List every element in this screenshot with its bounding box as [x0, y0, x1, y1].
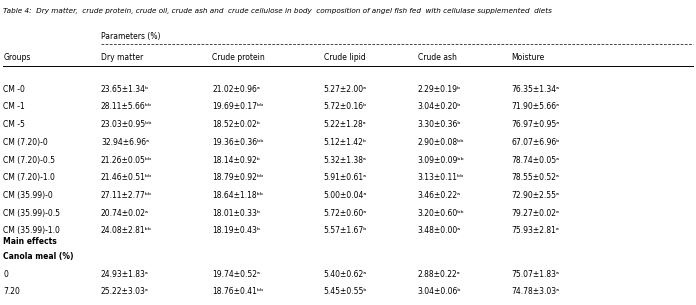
Text: 67.07±6.96ᵇ: 67.07±6.96ᵇ: [512, 138, 560, 147]
Text: 2.29±0.19ᵇ: 2.29±0.19ᵇ: [418, 85, 461, 94]
Text: CM (7.20)-0.5: CM (7.20)-0.5: [3, 156, 56, 165]
Text: 18.01±0.33ᵇ: 18.01±0.33ᵇ: [212, 209, 260, 218]
Text: Table 4:  Dry matter,  crude protein, crude oil, crude ash and  crude cellulose : Table 4: Dry matter, crude protein, crud…: [3, 8, 553, 14]
Text: 18.79±0.92ᵇᵇ: 18.79±0.92ᵇᵇ: [212, 173, 264, 182]
Text: 21.46±0.51ᵇᵇ: 21.46±0.51ᵇᵇ: [101, 173, 152, 182]
Text: 72.90±2.55ᵃ: 72.90±2.55ᵃ: [512, 191, 560, 200]
Text: CM -5: CM -5: [3, 120, 25, 129]
Text: Dry matter: Dry matter: [101, 53, 143, 63]
Text: 7.20: 7.20: [3, 287, 20, 296]
Text: 75.07±1.83ᵃ: 75.07±1.83ᵃ: [512, 270, 560, 279]
Text: Crude protein: Crude protein: [212, 53, 265, 63]
Text: 21.02±0.96ᵃ: 21.02±0.96ᵃ: [212, 85, 260, 94]
Text: CM -0: CM -0: [3, 85, 25, 94]
Text: CM (35.99)-0.5: CM (35.99)-0.5: [3, 209, 61, 218]
Text: 28.11±5.66ᵇᵇ: 28.11±5.66ᵇᵇ: [101, 102, 152, 112]
Text: 5.72±0.60ᵃ: 5.72±0.60ᵃ: [324, 209, 367, 218]
Text: 75.93±2.81ᵃ: 75.93±2.81ᵃ: [512, 226, 560, 235]
Text: Moisture: Moisture: [512, 53, 545, 63]
Text: 25.22±3.03ᵃ: 25.22±3.03ᵃ: [101, 287, 149, 296]
Text: CM -1: CM -1: [3, 102, 25, 112]
Text: 3.48±0.00ᵃ: 3.48±0.00ᵃ: [418, 226, 461, 235]
Text: 23.03±0.95ᵇᵇ: 23.03±0.95ᵇᵇ: [101, 120, 152, 129]
Text: 76.35±1.34ᵃ: 76.35±1.34ᵃ: [512, 85, 560, 94]
Text: 74.78±3.03ᵃ: 74.78±3.03ᵃ: [512, 287, 560, 296]
Text: 19.74±0.52ᵃ: 19.74±0.52ᵃ: [212, 270, 260, 279]
Text: Crude ash: Crude ash: [418, 53, 457, 63]
Text: CM (7.20)-0: CM (7.20)-0: [3, 138, 48, 147]
Text: 3.46±0.22ᵃ: 3.46±0.22ᵃ: [418, 191, 461, 200]
Text: 18.14±0.92ᵇ: 18.14±0.92ᵇ: [212, 156, 260, 165]
Text: 78.74±0.05ᵃ: 78.74±0.05ᵃ: [512, 156, 560, 165]
Text: 76.97±0.95ᵃ: 76.97±0.95ᵃ: [512, 120, 560, 129]
Text: CM (35.99)-0: CM (35.99)-0: [3, 191, 53, 200]
Text: 5.57±1.67ᵇ: 5.57±1.67ᵇ: [324, 226, 367, 235]
Text: Canola meal (%): Canola meal (%): [3, 252, 74, 261]
Text: 3.13±0.11ᵇᵇ: 3.13±0.11ᵇᵇ: [418, 173, 464, 182]
Text: 5.45±0.55ᵇ: 5.45±0.55ᵇ: [324, 287, 367, 296]
Text: 18.19±0.43ᵇ: 18.19±0.43ᵇ: [212, 226, 260, 235]
Text: Groups: Groups: [3, 53, 31, 63]
Text: 5.22±1.28ᵃ: 5.22±1.28ᵃ: [324, 120, 366, 129]
Text: 3.09±0.09ᵇᵇ: 3.09±0.09ᵇᵇ: [418, 156, 464, 165]
Text: Crude lipid: Crude lipid: [324, 53, 365, 63]
Text: 2.88±0.22ᵃ: 2.88±0.22ᵃ: [418, 270, 460, 279]
Text: 5.00±0.04ᵃ: 5.00±0.04ᵃ: [324, 191, 367, 200]
Text: 20.74±0.02ᵃ: 20.74±0.02ᵃ: [101, 209, 149, 218]
Text: 5.12±1.42ᵇ: 5.12±1.42ᵇ: [324, 138, 367, 147]
Text: 3.04±0.20ᵇ: 3.04±0.20ᵇ: [418, 102, 461, 112]
Text: 5.40±0.62ᵃ: 5.40±0.62ᵃ: [324, 270, 367, 279]
Text: Main effects: Main effects: [3, 237, 57, 246]
Text: CM (7.20)-1.0: CM (7.20)-1.0: [3, 173, 56, 182]
Text: 19.36±0.36ᵇᵇ: 19.36±0.36ᵇᵇ: [212, 138, 264, 147]
Text: 19.69±0.17ᵇᵇ: 19.69±0.17ᵇᵇ: [212, 102, 264, 112]
Text: 3.20±0.60ᵇᵇ: 3.20±0.60ᵇᵇ: [418, 209, 464, 218]
Text: Parameters (%): Parameters (%): [101, 32, 160, 41]
Text: 24.08±2.81ᵇᵇ: 24.08±2.81ᵇᵇ: [101, 226, 152, 235]
Text: 24.93±1.83ᵃ: 24.93±1.83ᵃ: [101, 270, 149, 279]
Text: 5.91±0.61ᵃ: 5.91±0.61ᵃ: [324, 173, 367, 182]
Text: 5.32±1.38ᵃ: 5.32±1.38ᵃ: [324, 156, 367, 165]
Text: 21.26±0.05ᵇᵇ: 21.26±0.05ᵇᵇ: [101, 156, 152, 165]
Text: CM (35.99)-1.0: CM (35.99)-1.0: [3, 226, 61, 235]
Text: 71.90±5.66ᵃ: 71.90±5.66ᵃ: [512, 102, 560, 112]
Text: 23.65±1.34ᵇ: 23.65±1.34ᵇ: [101, 85, 149, 94]
Text: 3.04±0.06ᵇ: 3.04±0.06ᵇ: [418, 287, 461, 296]
Text: 27.11±2.77ᵇᵇ: 27.11±2.77ᵇᵇ: [101, 191, 152, 200]
Text: 5.27±2.00ᵃ: 5.27±2.00ᵃ: [324, 85, 367, 94]
Text: 18.64±1.18ᵇᵇ: 18.64±1.18ᵇᵇ: [212, 191, 263, 200]
Text: 32.94±6.96ᵃ: 32.94±6.96ᵃ: [101, 138, 149, 147]
Text: 18.52±0.02ᵇ: 18.52±0.02ᵇ: [212, 120, 260, 129]
Text: 0: 0: [3, 270, 8, 279]
Text: 79.27±0.02ᵃ: 79.27±0.02ᵃ: [512, 209, 560, 218]
Text: 5.72±0.16ᵇ: 5.72±0.16ᵇ: [324, 102, 367, 112]
Text: 3.30±0.36ᵇ: 3.30±0.36ᵇ: [418, 120, 461, 129]
Text: 78.55±0.52ᵃ: 78.55±0.52ᵃ: [512, 173, 560, 182]
Text: 18.76±0.41ᵇᵇ: 18.76±0.41ᵇᵇ: [212, 287, 264, 296]
Text: 2.90±0.08ᵇᵇ: 2.90±0.08ᵇᵇ: [418, 138, 464, 147]
